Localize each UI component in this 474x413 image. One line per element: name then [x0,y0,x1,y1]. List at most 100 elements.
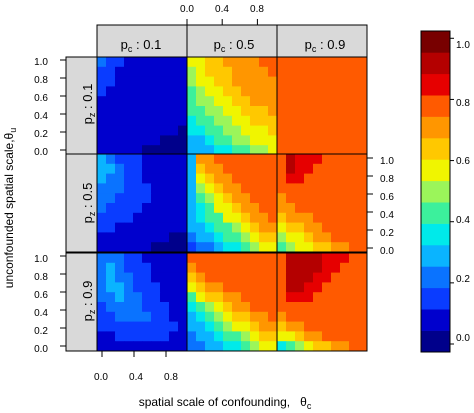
heatmap-cell [178,154,188,165]
heatmap-cell [286,145,296,156]
heatmap-cell [331,232,341,243]
heatmap-cell [241,302,251,313]
heatmap-cell [133,222,143,233]
heatmap-cell [115,292,125,303]
heatmap-cell [331,106,341,117]
heatmap-cell [223,86,233,97]
heatmap-cell [97,96,107,107]
heatmap-cell [241,203,251,214]
heatmap-cell [277,212,287,223]
heatmap-cell [304,86,314,97]
heatmap-cell [97,242,107,253]
heatmap-cell [232,135,242,146]
heatmap-cell [241,125,251,136]
heatmap-cell [313,222,323,233]
heatmap-cell [151,163,161,174]
heatmap-cell [349,183,359,194]
heatmap-cell [340,242,350,253]
heatmap-cell [196,96,206,107]
heatmap-cell [349,212,359,223]
heatmap-cell [241,76,251,87]
heatmap-cell [187,331,197,342]
heatmap-cell [142,321,152,332]
heatmap-cell [277,311,287,322]
heatmap-cell [106,106,116,117]
heatmap-cell [142,272,152,283]
heatmap-cell [286,272,296,283]
heatmap-cell [97,292,107,303]
heatmap-cell [115,66,125,77]
heatmap-cell [331,292,341,303]
heatmap-cell [241,66,251,77]
heatmap-cell [259,331,269,342]
heatmap-cell [277,341,287,352]
heatmap-cell [169,135,179,146]
panel-r1-c3 [276,56,368,156]
heatmap-cell [331,253,341,264]
heatmap-cell [322,193,332,204]
heatmap-cell [106,163,116,174]
heatmap-cell [313,173,323,184]
heatmap-cell [106,193,116,204]
heatmap-cell [322,212,332,223]
heatmap-cell [295,154,305,165]
heatmap-cell [214,173,224,184]
heatmap-cell [124,331,134,342]
heatmap-cell [214,253,224,264]
heatmap-cell [250,57,260,68]
heatmap-cell [358,282,368,293]
heatmap-cell [241,282,251,293]
heatmap-cell [268,242,278,253]
heatmap-cell [133,292,143,303]
heatmap-cell [304,96,314,107]
heatmap-cell [133,203,143,214]
heatmap-cell [97,341,107,352]
heatmap-cell [259,193,269,204]
heatmap-cell [250,341,260,352]
heatmap-cell [178,203,188,214]
heatmap-cell [268,163,278,174]
heatmap-cell [178,173,188,184]
heatmap-cell [340,115,350,126]
heatmap-cell [304,203,314,214]
heatmap-cell [340,321,350,332]
heatmap-cell [259,115,269,126]
heatmap-cell [349,302,359,313]
colorbar-bin [421,330,450,353]
heatmap-cell [358,292,368,303]
heatmap-cell [205,106,215,117]
heatmap-cell [295,57,305,68]
heatmap-cell [358,212,368,223]
heatmap-cell [340,272,350,283]
heatmap-cell [295,242,305,253]
heatmap-cell [124,311,134,322]
heatmap-cell [106,282,116,293]
heatmap-cell [295,106,305,117]
heatmap-cell [97,115,107,126]
heatmap-cell [160,272,170,283]
heatmap-cell [349,86,359,97]
heatmap-cell [223,311,233,322]
heatmap-cell [115,203,125,214]
heatmap-cell [322,183,332,194]
heatmap-cell [151,86,161,97]
heatmap-cell [250,203,260,214]
heatmap-cell [295,253,305,264]
heatmap-cell [133,272,143,283]
heatmap-cell [196,183,206,194]
heatmap-cell [250,154,260,165]
heatmap-cell [295,282,305,293]
heatmap-cell [304,154,314,165]
col-strip-label-1: pc : 0.1 [121,37,162,54]
heatmap-cell [115,145,125,156]
heatmap-cell [304,76,314,87]
heatmap-cell [277,86,287,97]
heatmap-cell [277,203,287,214]
heatmap-cell [97,154,107,165]
heatmap-cell [223,212,233,223]
heatmap-cell [187,242,197,253]
heatmap-cell [232,163,242,174]
strip-backgrounds [65,24,368,352]
colorbar-bin [421,309,450,331]
heatmap-cell [304,212,314,223]
